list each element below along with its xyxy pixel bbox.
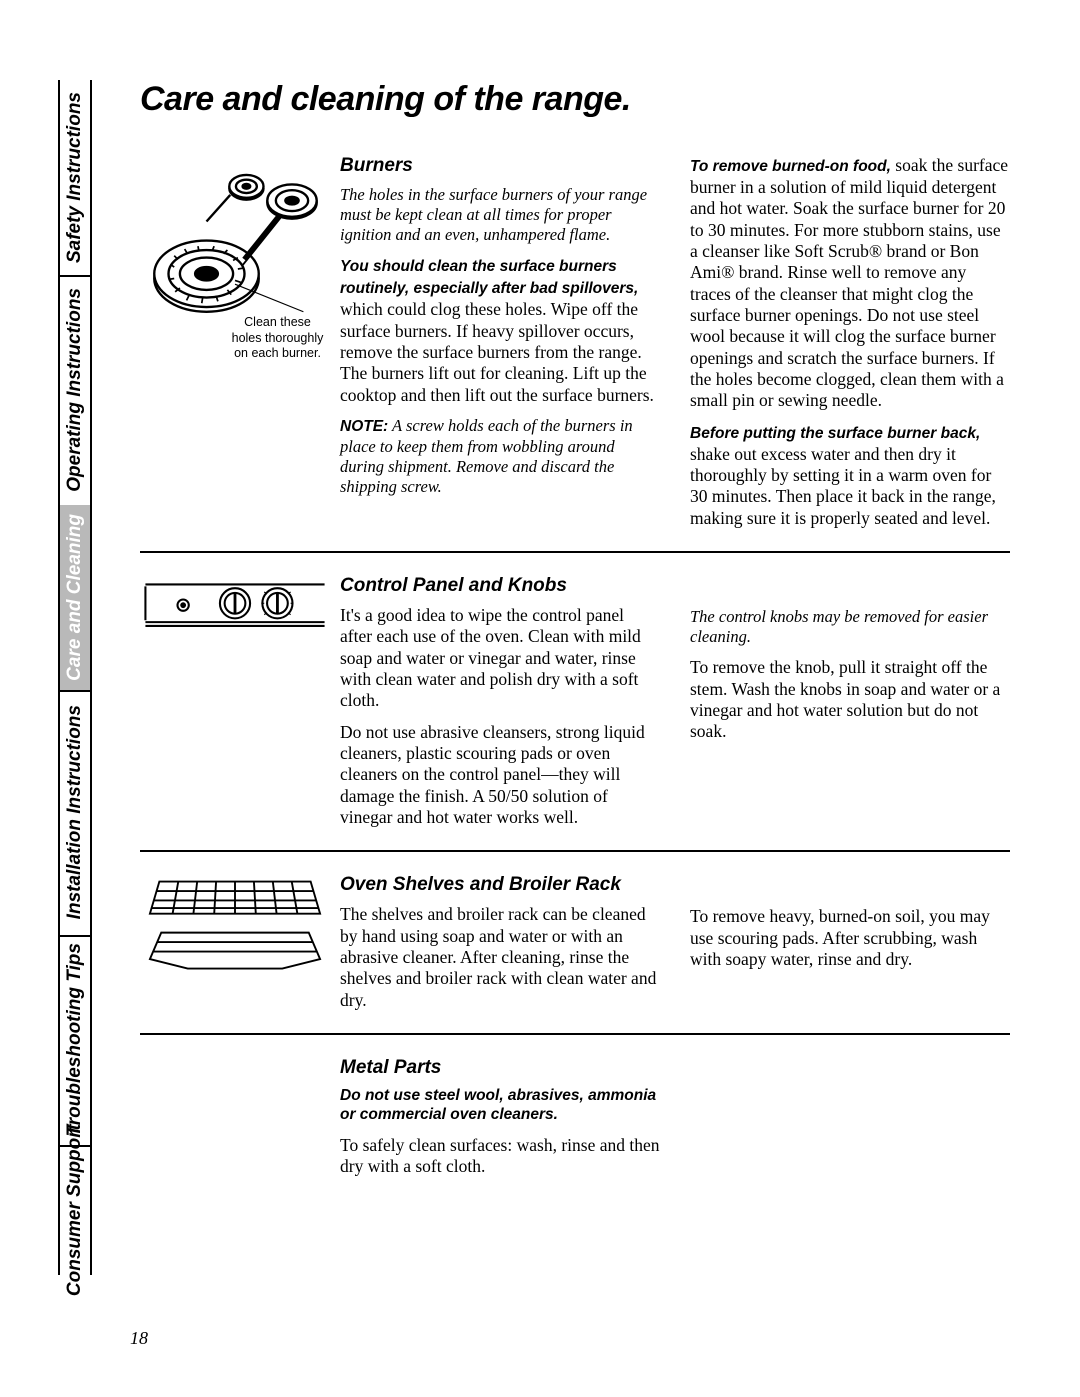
burners-heading: Burners — [340, 155, 660, 177]
section-tabs-sidebar: Safety Instructions Operating Instructio… — [58, 80, 92, 1275]
control-illustration — [140, 575, 340, 828]
page-number: 18 — [130, 1328, 148, 1349]
tab-consumer-support: Consumer Support — [60, 1145, 90, 1275]
section-oven-shelves: Oven Shelves and Broiler Rack The shelve… — [140, 874, 1010, 1035]
tab-care-cleaning: Care and Cleaning — [60, 505, 90, 690]
burners-caption: Clean these holes thoroughly on each bur… — [230, 315, 325, 362]
shelves-col-1: Oven Shelves and Broiler Rack The shelve… — [340, 874, 660, 1011]
shelves-col-2: To remove heavy, burned-on soil, you may… — [690, 874, 1010, 1011]
burners-col-1: Burners The holes in the surface burners… — [340, 155, 660, 529]
shelves-heading: Oven Shelves and Broiler Rack — [340, 874, 660, 896]
shelves-p2: To remove heavy, burned-on soil, you may… — [690, 906, 1010, 970]
control-heading: Control Panel and Knobs — [340, 575, 660, 597]
control-p2: Do not use abrasive cleansers, strong li… — [340, 722, 660, 829]
metal-col-1: Metal Parts Do not use steel wool, abras… — [340, 1057, 660, 1178]
burners-note: NOTE: A screw holds each of the burners … — [340, 416, 660, 497]
burners-p4: To remove burned-on food, soak the surfa… — [690, 155, 1010, 412]
tab-operating: Operating Instructions — [60, 275, 90, 505]
page-content: Care and cleaning of the range. — [140, 80, 1010, 1200]
tab-troubleshooting: Troubleshooting Tips — [60, 935, 90, 1145]
tab-installation: Installation Instructions — [60, 690, 90, 935]
control-p4: To remove the knob, pull it straight off… — [690, 657, 1010, 742]
burners-col-2: To remove burned-on food, soak the surfa… — [690, 155, 1010, 529]
metal-col-2 — [690, 1057, 1010, 1178]
manual-page: Safety Instructions Operating Instructio… — [0, 0, 1080, 1397]
burners-intro: The holes in the surface burners of your… — [340, 185, 660, 245]
burners-p2: You should clean the surface burners rou… — [340, 255, 660, 406]
shelves-p1: The shelves and broiler rack can be clea… — [340, 904, 660, 1011]
control-col-2: The control knobs may be removed for eas… — [690, 575, 1010, 828]
burners-illustration: Clean these holes thoroughly on each bur… — [140, 155, 340, 529]
section-metal-parts: Metal Parts Do not use steel wool, abras… — [140, 1057, 1010, 1200]
tab-safety: Safety Instructions — [60, 80, 90, 275]
shelves-icon — [140, 874, 330, 978]
control-col-1: Control Panel and Knobs It's a good idea… — [340, 575, 660, 828]
control-p3: The control knobs may be removed for eas… — [690, 607, 1010, 647]
page-title: Care and cleaning of the range. — [140, 80, 1010, 119]
burners-p5: Before putting the surface burner back, … — [690, 422, 1010, 529]
control-p1: It's a good idea to wipe the control pan… — [340, 605, 660, 712]
metal-illustration-placeholder — [140, 1057, 340, 1178]
metal-p2: To safely clean surfaces: wash, rinse an… — [340, 1135, 660, 1178]
section-control-panel: Control Panel and Knobs It's a good idea… — [140, 575, 1010, 852]
metal-warning: Do not use steel wool, abrasives, ammoni… — [340, 1087, 660, 1125]
metal-heading: Metal Parts — [340, 1057, 660, 1079]
knobs-icon — [140, 575, 330, 641]
shelves-illustration — [140, 874, 340, 1011]
section-burners: Clean these holes thoroughly on each bur… — [140, 155, 1010, 553]
